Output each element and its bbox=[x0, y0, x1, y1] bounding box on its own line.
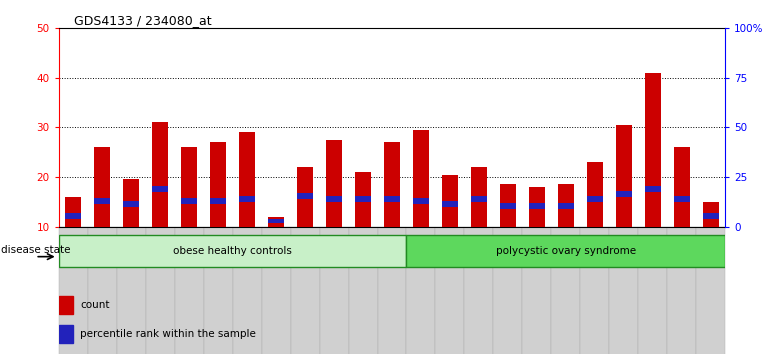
Bar bbox=[268, 217, 284, 227]
Bar bbox=[609, 227, 638, 354]
Bar bbox=[297, 193, 313, 199]
Bar bbox=[500, 184, 516, 227]
Bar bbox=[464, 227, 493, 354]
Bar bbox=[529, 187, 545, 227]
Text: polycystic ovary syndrome: polycystic ovary syndrome bbox=[495, 246, 636, 256]
Bar bbox=[123, 179, 140, 227]
Bar bbox=[233, 227, 262, 354]
Bar bbox=[580, 227, 609, 354]
Bar bbox=[702, 213, 719, 219]
Bar bbox=[117, 227, 146, 354]
Bar bbox=[355, 196, 371, 202]
Bar bbox=[210, 198, 226, 204]
Text: count: count bbox=[80, 299, 110, 310]
Bar bbox=[587, 162, 603, 227]
Bar bbox=[262, 227, 291, 354]
Bar bbox=[471, 167, 487, 227]
Bar bbox=[88, 227, 117, 354]
Bar bbox=[673, 147, 690, 227]
Bar bbox=[384, 196, 400, 202]
Bar bbox=[181, 147, 197, 227]
Bar bbox=[239, 132, 255, 227]
Bar bbox=[326, 196, 342, 202]
Bar bbox=[644, 73, 661, 227]
Bar bbox=[326, 140, 342, 227]
Text: GDS4133 / 234080_at: GDS4133 / 234080_at bbox=[74, 14, 212, 27]
Bar bbox=[644, 186, 661, 192]
Bar bbox=[291, 227, 320, 354]
Bar bbox=[435, 227, 464, 354]
Bar bbox=[146, 227, 175, 354]
Bar bbox=[384, 142, 400, 227]
Bar bbox=[500, 203, 516, 209]
Bar bbox=[673, 196, 690, 202]
Bar bbox=[239, 196, 255, 202]
Bar bbox=[558, 184, 574, 227]
Bar bbox=[378, 227, 406, 354]
Bar bbox=[320, 227, 349, 354]
Bar bbox=[181, 198, 197, 204]
Bar bbox=[355, 172, 371, 227]
Bar bbox=[59, 325, 72, 343]
Bar bbox=[413, 130, 429, 227]
Bar bbox=[493, 227, 522, 354]
Bar bbox=[349, 227, 378, 354]
Bar bbox=[471, 196, 487, 202]
Bar bbox=[558, 203, 574, 209]
Bar bbox=[442, 175, 458, 227]
Bar bbox=[696, 227, 725, 354]
Bar bbox=[59, 296, 72, 314]
Bar bbox=[702, 202, 719, 227]
Bar bbox=[210, 142, 226, 227]
Bar bbox=[406, 227, 435, 354]
Bar bbox=[615, 125, 632, 227]
Bar bbox=[94, 198, 111, 204]
Bar bbox=[667, 227, 696, 354]
Bar bbox=[522, 227, 551, 354]
Bar bbox=[638, 227, 667, 354]
Bar bbox=[152, 122, 169, 227]
FancyBboxPatch shape bbox=[59, 235, 406, 267]
Text: obese healthy controls: obese healthy controls bbox=[173, 246, 292, 256]
Bar bbox=[175, 227, 204, 354]
FancyBboxPatch shape bbox=[406, 235, 725, 267]
Text: disease state: disease state bbox=[1, 245, 71, 255]
Text: percentile rank within the sample: percentile rank within the sample bbox=[80, 329, 256, 339]
Bar bbox=[297, 167, 313, 227]
Bar bbox=[94, 147, 111, 227]
Bar bbox=[529, 203, 545, 209]
Bar bbox=[413, 198, 429, 204]
Bar bbox=[587, 196, 603, 202]
Bar bbox=[268, 219, 284, 223]
Bar bbox=[442, 201, 458, 207]
Bar bbox=[551, 227, 580, 354]
Bar bbox=[65, 197, 82, 227]
Bar bbox=[152, 186, 169, 192]
Bar bbox=[123, 201, 140, 207]
Bar bbox=[65, 213, 82, 219]
Bar bbox=[615, 191, 632, 197]
Bar bbox=[59, 227, 88, 354]
Bar bbox=[204, 227, 233, 354]
